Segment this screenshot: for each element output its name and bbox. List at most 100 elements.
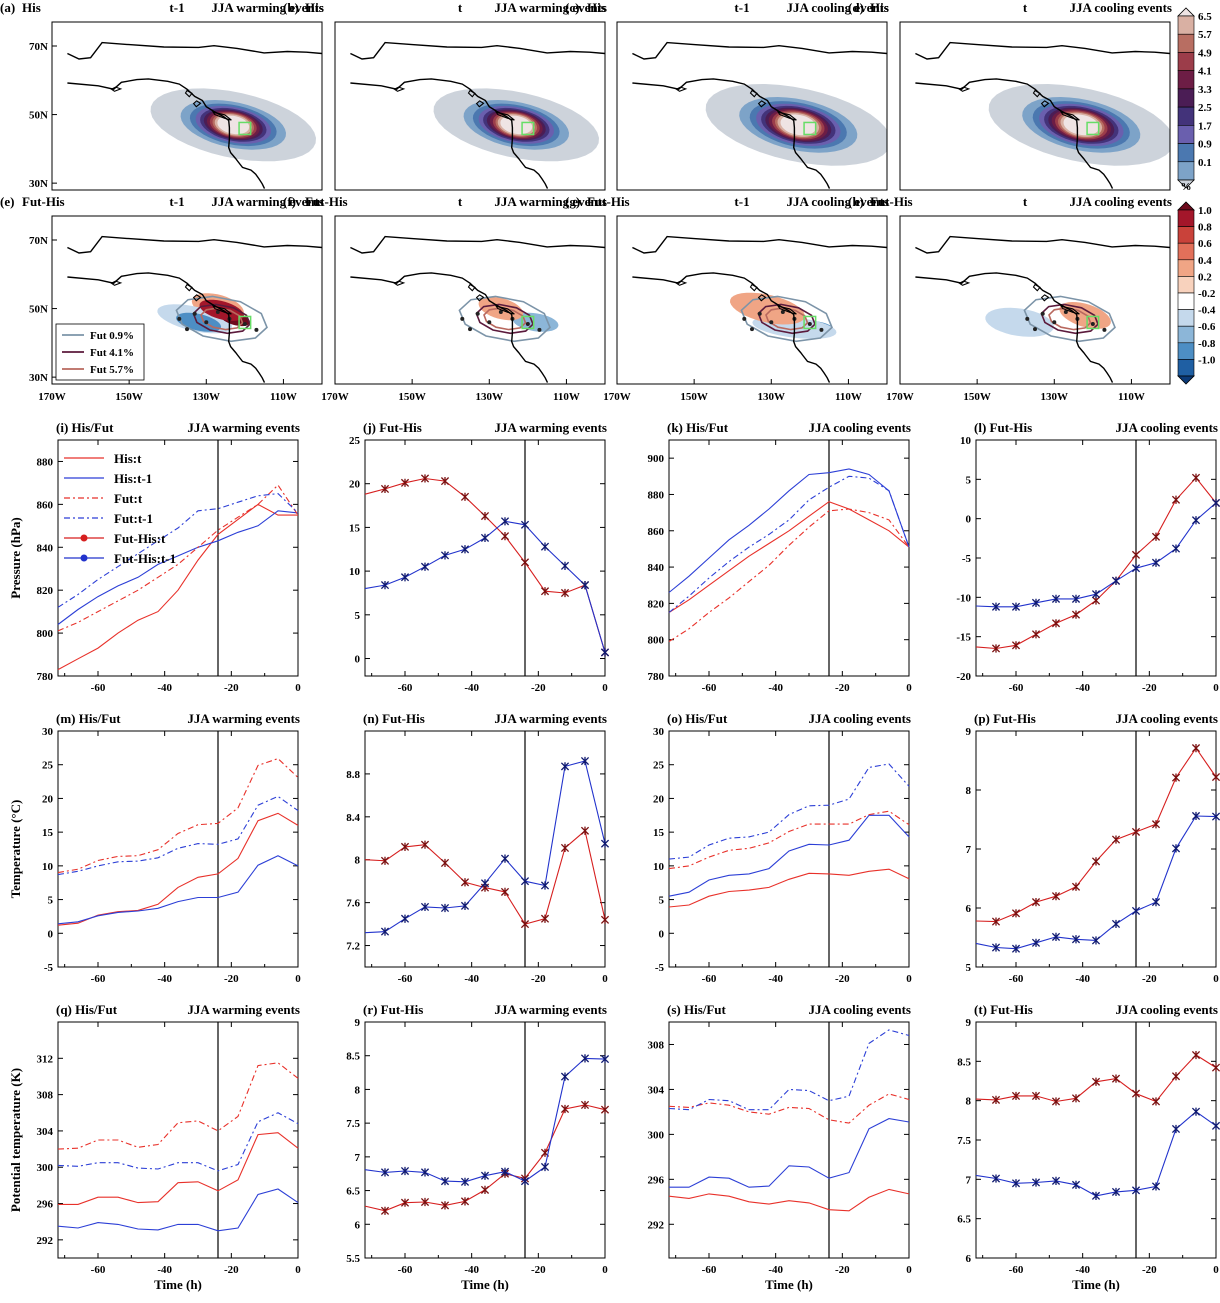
map-anomaly-fill (730, 292, 805, 325)
chart-point (480, 1185, 490, 1194)
chart-xtick-label: -20 (1142, 1264, 1157, 1276)
chart-point (1111, 835, 1121, 844)
map-island (475, 294, 485, 302)
map-lon-tick: 110W (553, 391, 580, 403)
map-frame (334, 21, 606, 191)
chart-ytick-label: 5 (966, 474, 972, 486)
chart-subtitle: JJA warming events (187, 420, 300, 435)
map-lat-tick: 50N (29, 110, 48, 122)
chart-point (1151, 820, 1161, 829)
chart-point (1191, 473, 1201, 482)
chart-title: (i) His/Fut (56, 420, 114, 435)
chart-point (1131, 1089, 1141, 1098)
chart-point (1111, 576, 1121, 585)
chart-ytick-label: 5 (966, 962, 972, 974)
chart-point (1131, 827, 1141, 836)
chart-point (1091, 936, 1101, 945)
map-coastline-arctic (915, 235, 1170, 254)
chart-point (1051, 932, 1061, 942)
chart-legend-label: Fut:t-1 (114, 511, 153, 526)
chart-xtick-label: -60 (398, 973, 413, 985)
map-panel-d: (d) His t JJA cooling events (848, 0, 1172, 191)
chart-ytick-label: 780 (37, 671, 54, 683)
chart-point (1131, 1186, 1141, 1195)
chart-xtick-label: -40 (768, 682, 783, 694)
chart-point (1151, 1182, 1161, 1191)
chart-point (460, 901, 470, 910)
chart-ytick-label: 8.4 (346, 812, 360, 824)
map-plot-area (617, 216, 887, 384)
chart-ytick-label: 860 (37, 499, 54, 511)
chart-legend-label: Fut-His:t (114, 531, 166, 546)
colorbar-top-swatch (1177, 52, 1195, 71)
map-significance-dot (780, 310, 785, 314)
map-plot-area (617, 22, 887, 190)
chart-series-line (668, 763, 910, 860)
map-fut-contour (1023, 295, 1116, 343)
map-significance-dot (487, 320, 492, 325)
chart-title: (o) His/Fut (667, 711, 728, 726)
map-significance-dot (498, 310, 503, 314)
colorbar-top-swatch (1177, 15, 1195, 35)
chart-frame (668, 730, 910, 968)
chart-point (1011, 909, 1021, 918)
chart-point (520, 1177, 530, 1186)
chart-series-line (668, 508, 910, 642)
chart-point (600, 1105, 610, 1114)
chart-series-line (668, 501, 910, 613)
chart-ytick-label: 0 (966, 514, 972, 526)
chart-subtitle: JJA cooling events (1115, 420, 1218, 435)
chart-point (400, 478, 410, 487)
chart-ytick-label: 300 (648, 1129, 665, 1141)
colorbar-bottom-swatch (1177, 226, 1195, 244)
chart-point (400, 573, 410, 582)
chart-xtick-label: 0 (295, 1264, 301, 1276)
map-coastline-arctic (350, 41, 605, 60)
chart-series-line (668, 468, 910, 593)
map-significance-dot (468, 327, 472, 332)
map-panel-lag: t-1 (734, 194, 749, 209)
map-fut-contour (740, 295, 833, 343)
chart-point (1151, 532, 1161, 541)
chart-series-line (57, 510, 299, 625)
chart-subtitle: JJA cooling events (808, 1002, 911, 1017)
map-panel-event: JJA cooling events (786, 0, 889, 15)
chart-ytick-label: 5 (48, 895, 54, 907)
chart-point (380, 927, 390, 936)
chart-legend-label: Fut-His:t-1 (114, 551, 176, 566)
map-panel-lag: t-1 (734, 0, 749, 15)
chart-point (580, 826, 590, 835)
colorbar-top-swatch (1177, 143, 1195, 163)
map-island (776, 305, 797, 315)
map-coastline-arctic (350, 235, 605, 254)
chart-ytick-label: 5.5 (346, 1253, 360, 1265)
map-island (776, 111, 797, 121)
map-significance-dot (537, 327, 542, 332)
chart-xtick-label: -60 (702, 682, 717, 694)
map-lat-tick: 30N (29, 178, 48, 190)
map-panel-g: (g) Fut-His t-1 JJA cooling events 170W 150W… (565, 194, 889, 403)
chart-xtick-label: -40 (157, 1264, 172, 1276)
chart-frame (975, 730, 1217, 968)
chart-point (380, 856, 390, 865)
chart-point (400, 842, 410, 851)
chart-l: (l) Fut-His JJA cooling events -20 -15 -10 -5… (956, 420, 1220, 694)
map-panel-lag: t-1 (169, 0, 184, 15)
chart-point (1071, 1180, 1081, 1189)
chart-point (1051, 594, 1061, 604)
colorbar-bottom-label: 0.8 (1198, 222, 1212, 234)
chart-point (1091, 1077, 1101, 1086)
chart-series-line (668, 475, 910, 613)
chart-point (1071, 594, 1081, 604)
map-contour-fill (500, 115, 533, 135)
chart-point (480, 879, 490, 888)
chart-ytick-label: 30 (653, 726, 665, 738)
chart-point (1211, 498, 1220, 508)
chart-point (1211, 1121, 1220, 1130)
colorbar-bottom-label: -0.2 (1198, 288, 1216, 300)
chart-point (480, 511, 490, 521)
chart-ytick-label: -5 (962, 553, 972, 565)
map-panel-lag: t (458, 0, 463, 15)
chart-xtick-label: 0 (602, 682, 608, 694)
chart-m: (m) His/Fut JJA warming events -5 0 5 10 15 20 2… (8, 711, 301, 985)
